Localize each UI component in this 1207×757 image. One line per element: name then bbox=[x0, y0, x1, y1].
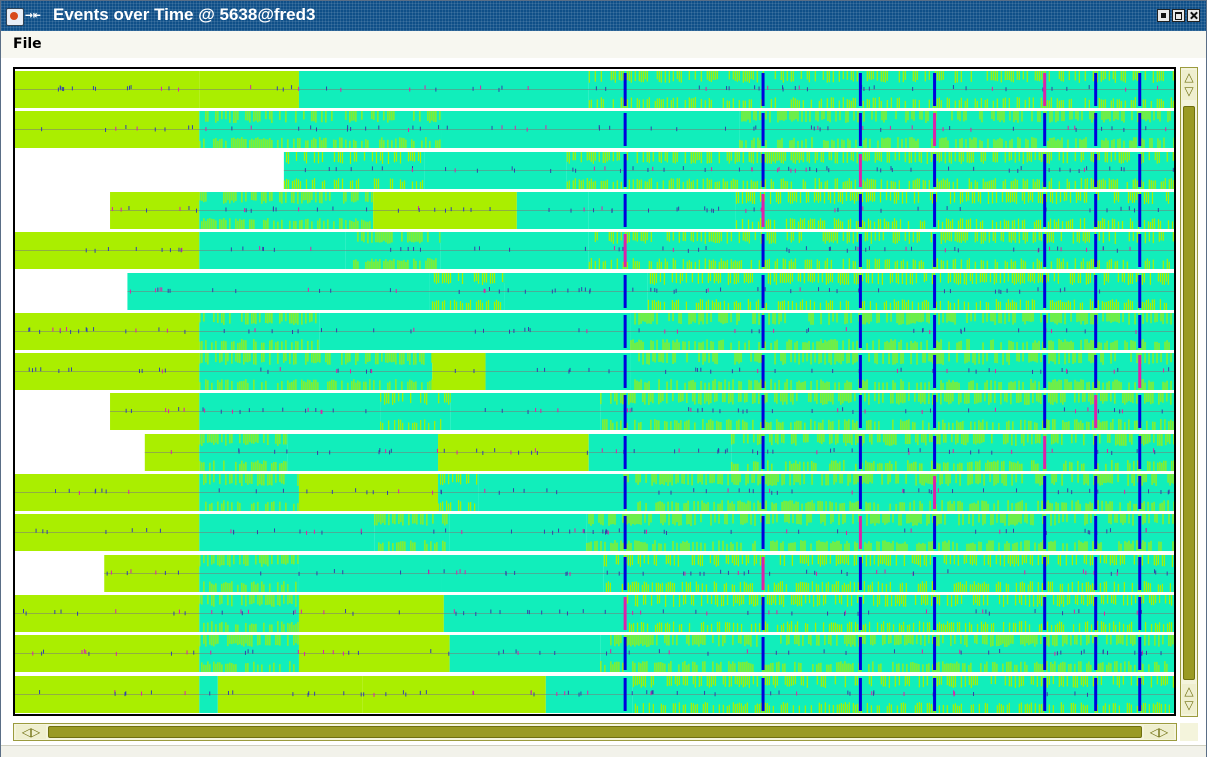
pin-icon[interactable]: →⇤ bbox=[25, 8, 41, 23]
arrow-down-icon[interactable]: △ ▽ bbox=[1182, 684, 1196, 714]
vertical-scrollbar[interactable]: △ ▽ △ ▽ bbox=[1180, 67, 1198, 717]
timeline-track bbox=[15, 353, 1174, 391]
minimize-icon[interactable] bbox=[1157, 9, 1170, 22]
timeline-track bbox=[15, 191, 1174, 229]
window-bottom-edge bbox=[1, 745, 1206, 757]
timeline-track bbox=[15, 71, 1174, 108]
window-title: Events over Time @ 5638@fred3 bbox=[53, 5, 316, 24]
timeline-track bbox=[15, 111, 1174, 149]
timeline-track bbox=[15, 675, 1174, 713]
horizontal-scroll-thumb[interactable] bbox=[48, 726, 1142, 738]
title-bar[interactable]: →⇤ Events over Time @ 5638@fred3 bbox=[1, 1, 1206, 31]
arrow-left-icon[interactable]: ◁▷ bbox=[16, 725, 46, 739]
close-icon[interactable] bbox=[1187, 9, 1200, 22]
timeline-track bbox=[15, 474, 1174, 511]
timeline-track bbox=[15, 433, 1174, 471]
menu-file[interactable]: File bbox=[13, 36, 42, 52]
timeline-track bbox=[15, 514, 1174, 552]
timeline-track bbox=[15, 594, 1174, 632]
timeline-track bbox=[15, 635, 1174, 673]
maximize-icon[interactable] bbox=[1172, 9, 1185, 22]
arrow-up-icon[interactable]: △ ▽ bbox=[1182, 70, 1196, 100]
menu-bar: File bbox=[1, 31, 1206, 59]
vertical-scroll-thumb[interactable] bbox=[1183, 106, 1195, 680]
java-app-icon[interactable] bbox=[6, 8, 24, 26]
timeline-track bbox=[15, 272, 1174, 310]
timeline-track bbox=[15, 312, 1174, 350]
scroll-corner bbox=[1180, 723, 1198, 741]
timeline-track bbox=[15, 554, 1174, 592]
timeline-track bbox=[15, 232, 1174, 270]
arrow-right-icon[interactable]: ◁▷ bbox=[1144, 725, 1174, 739]
horizontal-scrollbar[interactable]: ◁▷ ◁▷ bbox=[13, 723, 1177, 741]
timeline-track bbox=[15, 393, 1174, 431]
events-timeline-plot[interactable] bbox=[13, 67, 1176, 716]
timeline-track bbox=[15, 151, 1174, 189]
